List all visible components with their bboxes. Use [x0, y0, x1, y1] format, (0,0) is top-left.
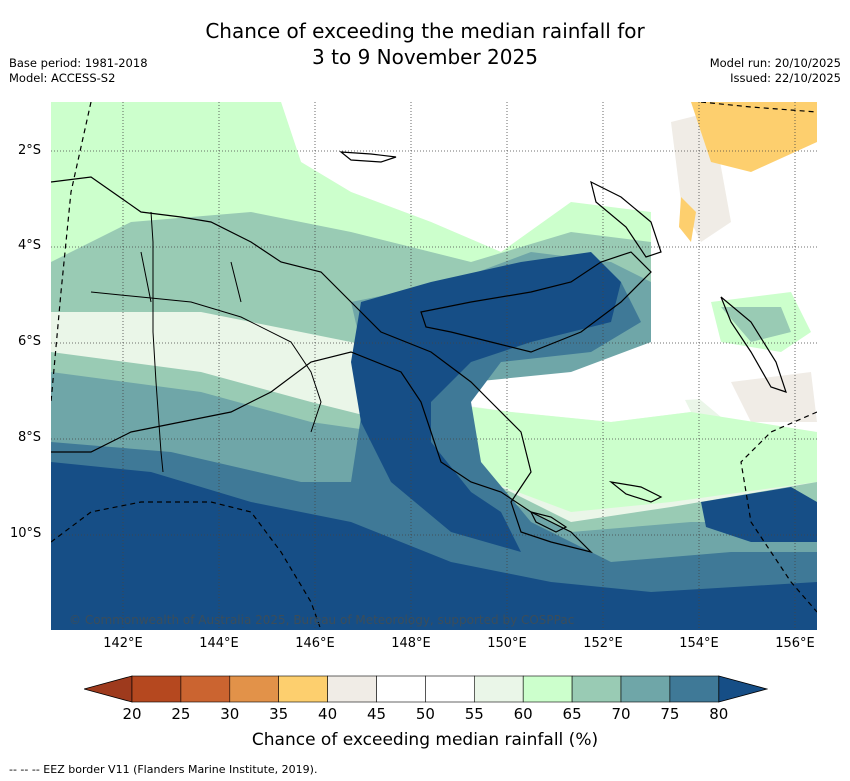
colorbar-tick-label: 50 — [415, 705, 435, 723]
lat-tick-label: 10°S — [10, 526, 42, 541]
lat-tick-label: 4°S — [18, 238, 42, 253]
colorbar-tick-label: 25 — [171, 705, 191, 723]
colorbar-cells — [84, 675, 768, 703]
zone-40-top — [691, 102, 817, 172]
colorbar-cell — [571, 675, 622, 703]
colorbar-tick-label: 30 — [220, 705, 240, 723]
zone-80-south — [51, 462, 817, 630]
eez-west — [51, 102, 92, 403]
colorbar-tick-label: 65 — [562, 705, 582, 723]
lon-tick-label: 154°E — [679, 636, 719, 651]
title-line-2: 3 to 9 November 2025 — [312, 45, 538, 69]
colorbar-tick-label: 40 — [318, 705, 338, 723]
lon-tick-label: 148°E — [391, 636, 431, 651]
lon-tick-label: 150°E — [487, 636, 527, 651]
colorbar-tick-label: 55 — [464, 705, 484, 723]
lat-tick-label: 8°S — [18, 430, 42, 445]
colorbar-tick-label: 75 — [660, 705, 680, 723]
model-run: Model run: 20/10/2025 — [709, 56, 841, 70]
colorbar-tick-label: 70 — [611, 705, 631, 723]
colorbar-cell — [229, 675, 280, 703]
colorbar-cell — [473, 675, 524, 703]
colorbar-tick-label: 20 — [122, 705, 142, 723]
lon-tick-label: 146°E — [295, 636, 335, 651]
new-britain-coast — [420, 251, 652, 353]
lon-tick-label: 144°E — [199, 636, 239, 651]
colorbar-cell — [425, 675, 475, 703]
meta-right: Model run: 20/10/2025 Issued: 22/10/2025 — [710, 56, 841, 86]
lat-tick-label: 6°S — [18, 334, 42, 349]
province-borders — [90, 251, 322, 433]
eez-footer-note: -- -- -- EEZ border V11 (Flanders Marine… — [9, 763, 318, 776]
zone-80-east — [701, 487, 817, 542]
png-indonesia-border — [150, 211, 164, 473]
zone-65-east — [721, 307, 791, 342]
bougainville-coast — [720, 296, 787, 393]
zone-60-south — [431, 402, 817, 512]
colorbar-tick-label: 60 — [513, 705, 533, 723]
model-name: Model: ACCESS-S2 — [9, 71, 116, 85]
colorbar-cell — [522, 675, 573, 703]
eez-north — [700, 102, 817, 113]
colorbar-cell — [131, 675, 182, 703]
rainfall-map — [51, 102, 817, 630]
manus-coast — [339, 151, 397, 163]
lat-tick-label: 2°S — [18, 143, 42, 158]
meta-left: Base period: 1981-2018 Model: ACCESS-S2 — [9, 56, 148, 86]
colorbar — [84, 675, 768, 703]
issued-date: Issued: 22/10/2025 — [730, 71, 841, 85]
new-ireland-coast — [590, 180, 662, 258]
coastlines — [51, 151, 787, 554]
colorbar-extend-high — [718, 675, 768, 703]
zone-40-spot — [679, 197, 696, 242]
colorbar-cell — [669, 675, 720, 703]
islands-se — [608, 481, 663, 503]
lon-tick-label: 152°E — [583, 636, 623, 651]
colorbar-extend-low — [84, 675, 133, 703]
gridlines — [51, 102, 817, 630]
eez-borders — [51, 102, 817, 630]
title-line-1: Chance of exceeding the median rainfall … — [205, 19, 645, 43]
map-copyright: © Commonwealth of Australia 2025, Bureau… — [69, 613, 575, 627]
colorbar-tick-label: 80 — [709, 705, 729, 723]
zone-45-se — [731, 372, 817, 422]
colorbar-title: Chance of exceeding median rainfall (%) — [251, 730, 599, 750]
colorbar-cell — [180, 675, 231, 703]
lon-tick-label: 142°E — [103, 636, 143, 651]
base-period: Base period: 1981-2018 — [9, 56, 148, 70]
map-svg — [51, 102, 817, 630]
islands-se-2 — [529, 511, 568, 533]
borders — [90, 211, 322, 473]
colorbar-tick-label: 35 — [269, 705, 289, 723]
colorbar-cell — [376, 675, 426, 703]
colorbar-cell — [327, 675, 377, 703]
new-guinea-coast — [51, 176, 593, 554]
eez-south — [51, 501, 322, 630]
colorbar-cell — [620, 675, 671, 703]
lon-tick-label: 156°E — [775, 636, 815, 651]
zone-80-core — [351, 252, 621, 552]
chart-title: Chance of exceeding the median rainfall … — [0, 18, 850, 70]
colorbar-tick-label: 45 — [366, 705, 387, 723]
colorbar-cell — [278, 675, 328, 703]
